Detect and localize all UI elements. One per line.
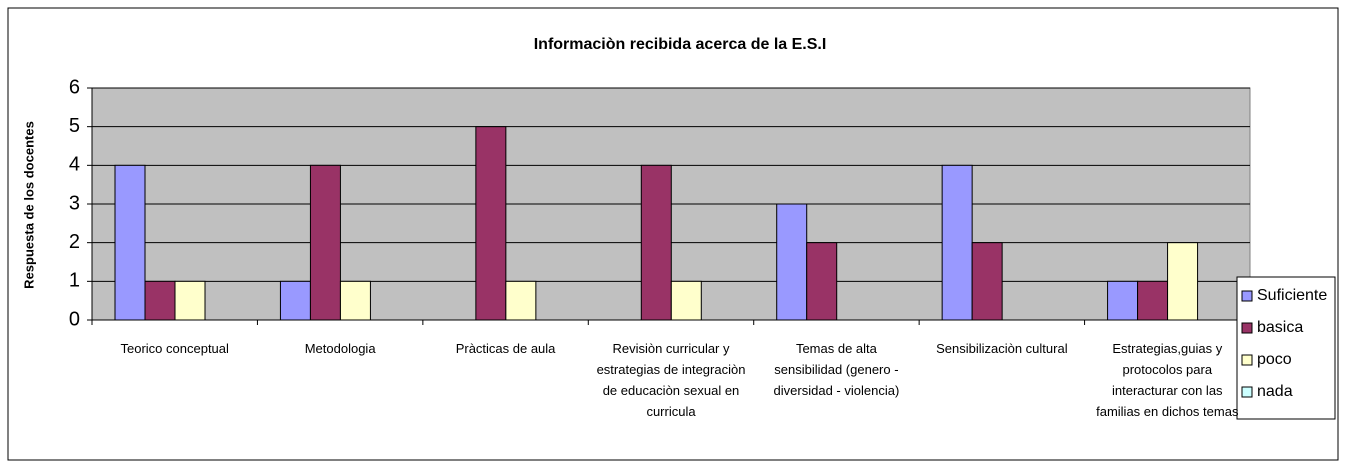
- chart-title: Informaciòn recibida acerca de la E.S.I: [534, 36, 827, 53]
- y-tick-label: 4: [69, 154, 80, 176]
- x-tick-label: Estrategias,guias y protocolos para inte…: [1096, 341, 1239, 419]
- x-tick-label: Revisiòn curricular y estrategias de int…: [596, 341, 746, 419]
- y-tick-label: 2: [69, 231, 80, 253]
- legend-swatch: [1241, 354, 1253, 366]
- x-tick-label: Sensibilizaciòn cultural: [936, 341, 1068, 356]
- bar: [1107, 280, 1139, 321]
- x-tick-label: Metodologia: [304, 341, 376, 356]
- bar: [941, 164, 973, 321]
- y-tick-label: 3: [69, 192, 80, 214]
- bar: [806, 242, 838, 321]
- bar: [505, 280, 537, 321]
- y-tick-label: 5: [69, 115, 80, 137]
- legend-swatch: [1241, 386, 1253, 398]
- legend-label: basica: [1257, 319, 1303, 336]
- bar: [971, 242, 1003, 321]
- bar: [144, 280, 176, 321]
- legend-label: nada: [1257, 383, 1293, 400]
- x-tick-label: Pràcticas de aula: [455, 341, 556, 356]
- bar: [279, 280, 311, 321]
- x-tick-label: Teorico conceptual: [120, 341, 229, 356]
- bar: [475, 126, 507, 321]
- legend-swatch: [1241, 290, 1253, 302]
- y-tick-label: 1: [69, 270, 80, 292]
- bar: [339, 280, 371, 321]
- bar: [1167, 242, 1199, 321]
- bar: [670, 280, 702, 321]
- y-axis-label: Respuesta de los docentes: [21, 121, 36, 289]
- y-tick-label: 6: [69, 76, 80, 98]
- y-tick-label: 0: [69, 308, 80, 330]
- legend-label: poco: [1257, 351, 1292, 368]
- x-tick-label: Temas de alta sensibilidad (genero - div…: [773, 341, 900, 398]
- bar: [174, 280, 206, 321]
- legend-label: Suficiente: [1257, 287, 1327, 304]
- bar: [776, 203, 808, 321]
- bar: [640, 164, 672, 321]
- bar: [114, 164, 146, 321]
- legend-swatch: [1241, 322, 1253, 334]
- bar: [1137, 280, 1169, 321]
- legend-box: [1236, 276, 1336, 420]
- bar: [309, 164, 341, 321]
